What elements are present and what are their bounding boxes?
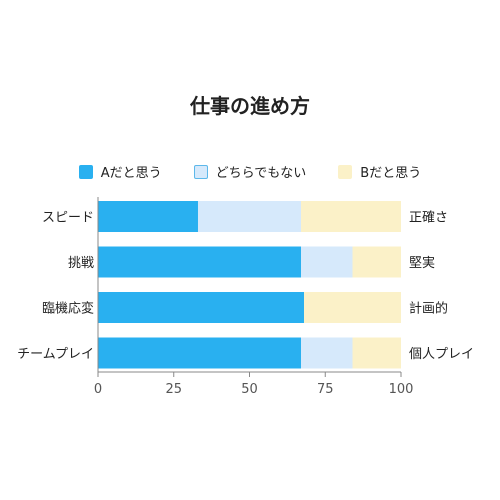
- bar-2-series-2: [304, 292, 401, 323]
- bar-3-series-0: [98, 337, 302, 369]
- bar-0-series-2: [301, 201, 401, 232]
- bar-3-series-1: [301, 337, 353, 369]
- legend-item-a[interactable]: Aだと思う: [78, 162, 162, 181]
- legend-label-b: Bだと思う: [360, 166, 422, 181]
- legend: Aだと思う どちらでもない Bだと思う: [0, 162, 500, 181]
- right-label-1: 堅実: [409, 255, 435, 271]
- legend-label-a: Aだと思う: [100, 166, 162, 181]
- legend-swatch-b: [338, 164, 353, 179]
- x-tick-label-4: 100: [389, 382, 414, 397]
- right-label-3: 個人プレイ: [409, 347, 474, 362]
- category-label-1: 挑戦: [68, 256, 94, 271]
- bar-2-series-0: [98, 292, 305, 323]
- right-label-2: 計画的: [409, 301, 448, 317]
- category-label-2: 臨機応変: [42, 301, 94, 317]
- legend-swatch-a: [78, 164, 93, 179]
- right-label-0: 正確さ: [409, 210, 448, 226]
- legend-label-neutral: どちらでもない: [215, 166, 307, 181]
- category-label-3: チームプレイ: [17, 347, 94, 362]
- bar-3-series-2: [352, 337, 401, 369]
- bar-1-series-1: [301, 246, 353, 278]
- x-tick-label-3: 75: [317, 382, 334, 397]
- chart-title: 仕事の進め方: [190, 94, 310, 118]
- bar-1-series-0: [98, 246, 302, 278]
- bar-1-series-2: [352, 246, 401, 278]
- legend-item-neutral[interactable]: どちらでもない: [193, 162, 307, 181]
- bar-0-series-1: [197, 201, 302, 232]
- x-tick-label-1: 25: [165, 382, 182, 397]
- legend-swatch-neutral: [193, 164, 208, 179]
- x-tick-label-2: 50: [241, 382, 258, 397]
- x-tick-label-0: 0: [94, 382, 102, 397]
- legend-item-b[interactable]: Bだと思う: [338, 162, 421, 181]
- bar-0-series-0: [98, 201, 198, 232]
- category-label-0: スピード: [42, 211, 94, 226]
